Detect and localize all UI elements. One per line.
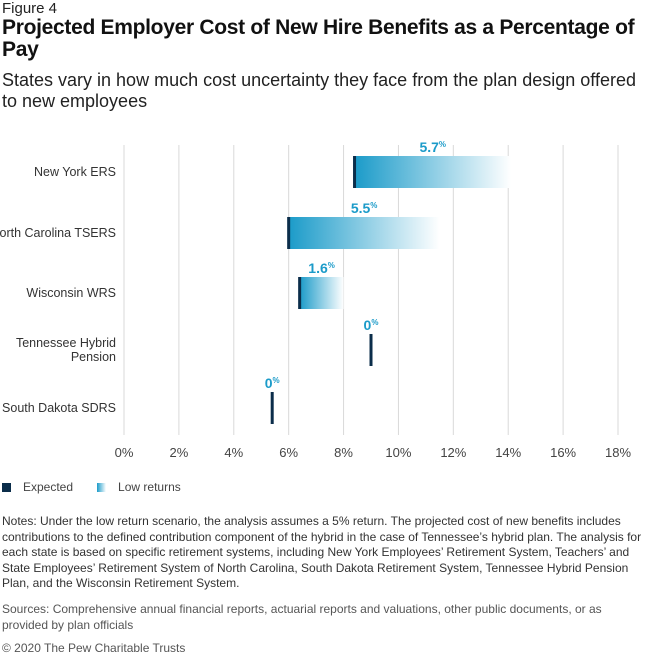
legend: Expected Low returns bbox=[2, 480, 181, 494]
expected-marker bbox=[369, 334, 373, 366]
data-label: 5.5% bbox=[351, 200, 378, 216]
data-label: 0% bbox=[265, 375, 280, 391]
category-label: North Carolina TSERS bbox=[0, 226, 116, 240]
legend-low-returns: Low returns bbox=[118, 480, 181, 494]
x-tick-label: 6% bbox=[279, 445, 298, 460]
category-label: Wisconsin WRS bbox=[26, 286, 116, 300]
x-tick-label: 18% bbox=[605, 445, 631, 460]
copyright: © 2020 The Pew Charitable Trusts bbox=[2, 641, 186, 655]
expected-marker bbox=[353, 156, 357, 188]
expected-marker bbox=[298, 277, 302, 309]
legend-swatch-expected bbox=[2, 482, 11, 492]
data-label: 1.6% bbox=[308, 260, 335, 276]
x-tick-label: 14% bbox=[495, 445, 521, 460]
x-tick-label: 12% bbox=[440, 445, 466, 460]
x-tick-label: 0% bbox=[115, 445, 134, 460]
category-label: South Dakota SDRS bbox=[2, 401, 116, 415]
sources: Sources: Comprehensive annual financial … bbox=[2, 602, 602, 632]
chart: 0% 2% 4% 6% 8% 10% 12% 14% 16% 18% New York ERS 5.7… bbox=[0, 139, 631, 460]
expected-marker bbox=[270, 392, 274, 424]
chart-subtitle: States vary in how much cost uncertainty… bbox=[2, 70, 637, 111]
x-tick-label: 10% bbox=[385, 445, 411, 460]
data-label: 5.7% bbox=[419, 139, 446, 155]
category-label: Tennessee Hybrid bbox=[16, 336, 116, 350]
x-tick-label: 8% bbox=[334, 445, 353, 460]
low-returns-bar bbox=[354, 156, 511, 188]
legend-swatch-low-returns bbox=[97, 482, 107, 492]
figure-label: Figure 4 bbox=[2, 0, 58, 17]
expected-marker bbox=[287, 217, 291, 249]
x-tick-label: 16% bbox=[550, 445, 576, 460]
low-returns-bar bbox=[288, 217, 440, 249]
category-label: New York ERS bbox=[34, 165, 116, 179]
x-tick-label: 2% bbox=[169, 445, 188, 460]
data-label: 0% bbox=[364, 317, 379, 333]
chart-title: Projected Employer Cost of New Hire Bene… bbox=[2, 16, 635, 61]
notes: Notes: Under the low return scenario, th… bbox=[2, 514, 642, 590]
category-label: Pension bbox=[71, 350, 116, 364]
x-tick-label: 4% bbox=[224, 445, 243, 460]
low-returns-bar bbox=[299, 277, 344, 309]
legend-expected: Expected bbox=[23, 480, 74, 494]
